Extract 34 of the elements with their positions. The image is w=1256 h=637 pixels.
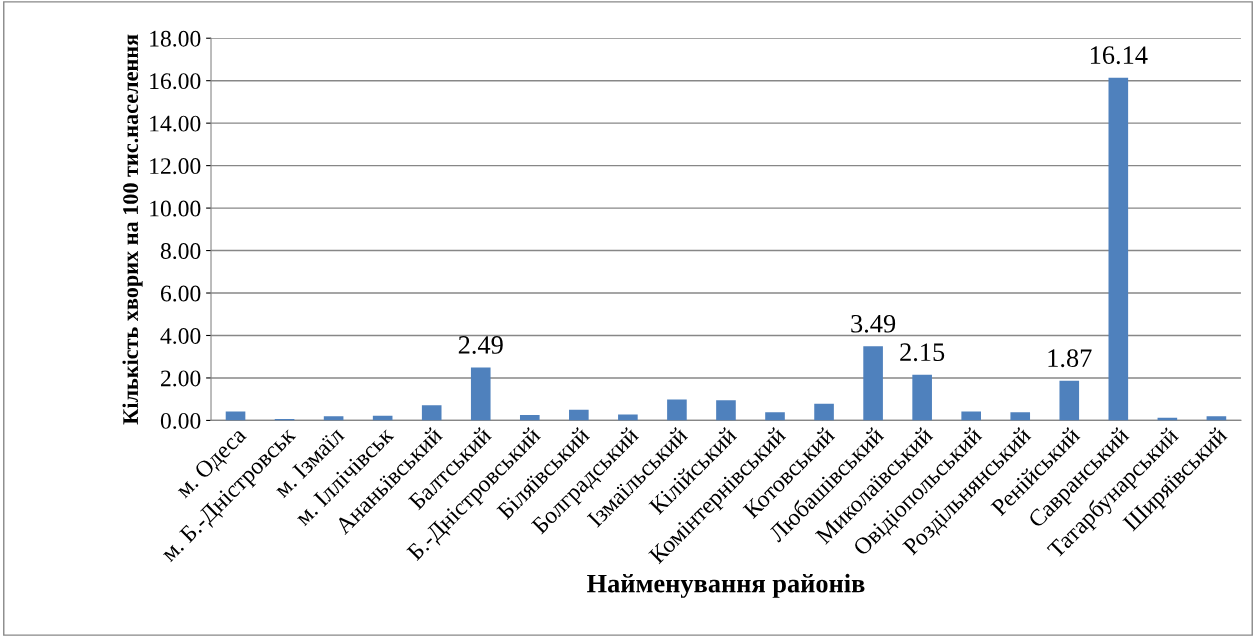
bar	[618, 414, 638, 421]
bar	[569, 409, 589, 421]
bar	[912, 374, 932, 421]
bar	[1059, 380, 1080, 421]
data-label: 2.49	[458, 336, 503, 354]
y-tick-label: 14.00	[150, 115, 201, 132]
bar	[1010, 412, 1031, 421]
y-tick-label: 4.00	[160, 327, 201, 345]
bar	[961, 411, 981, 421]
bar	[421, 405, 442, 421]
y-tick-label: 0.00	[160, 412, 201, 429]
data-label: 2.15	[900, 343, 945, 362]
bar	[765, 412, 785, 421]
data-label: 3.49	[851, 314, 896, 333]
x-axis-title: Найменування районів	[587, 573, 865, 598]
y-tick-label: 16.00	[150, 73, 201, 90]
data-label: 1.87	[1048, 349, 1092, 368]
bar	[716, 400, 736, 421]
y-tick-label: 6.00	[160, 285, 201, 302]
bar	[863, 346, 883, 421]
bar	[470, 367, 491, 421]
y-tick-label: 18.00	[150, 30, 201, 47]
bar	[667, 399, 687, 421]
y-tick-label: 8.00	[160, 243, 201, 260]
y-axis-title: Кількість хворих на 100 тис.населення	[122, 34, 143, 425]
y-tick-label: 2.00	[161, 370, 201, 387]
y-tick-label: 12.00	[150, 158, 201, 175]
y-tick-label: 10.00	[150, 200, 201, 217]
data-label: 16.14	[1090, 46, 1148, 65]
bar	[1206, 416, 1227, 421]
bar	[323, 416, 344, 421]
bar	[519, 415, 540, 421]
bar	[814, 403, 834, 421]
bar	[1108, 77, 1129, 421]
